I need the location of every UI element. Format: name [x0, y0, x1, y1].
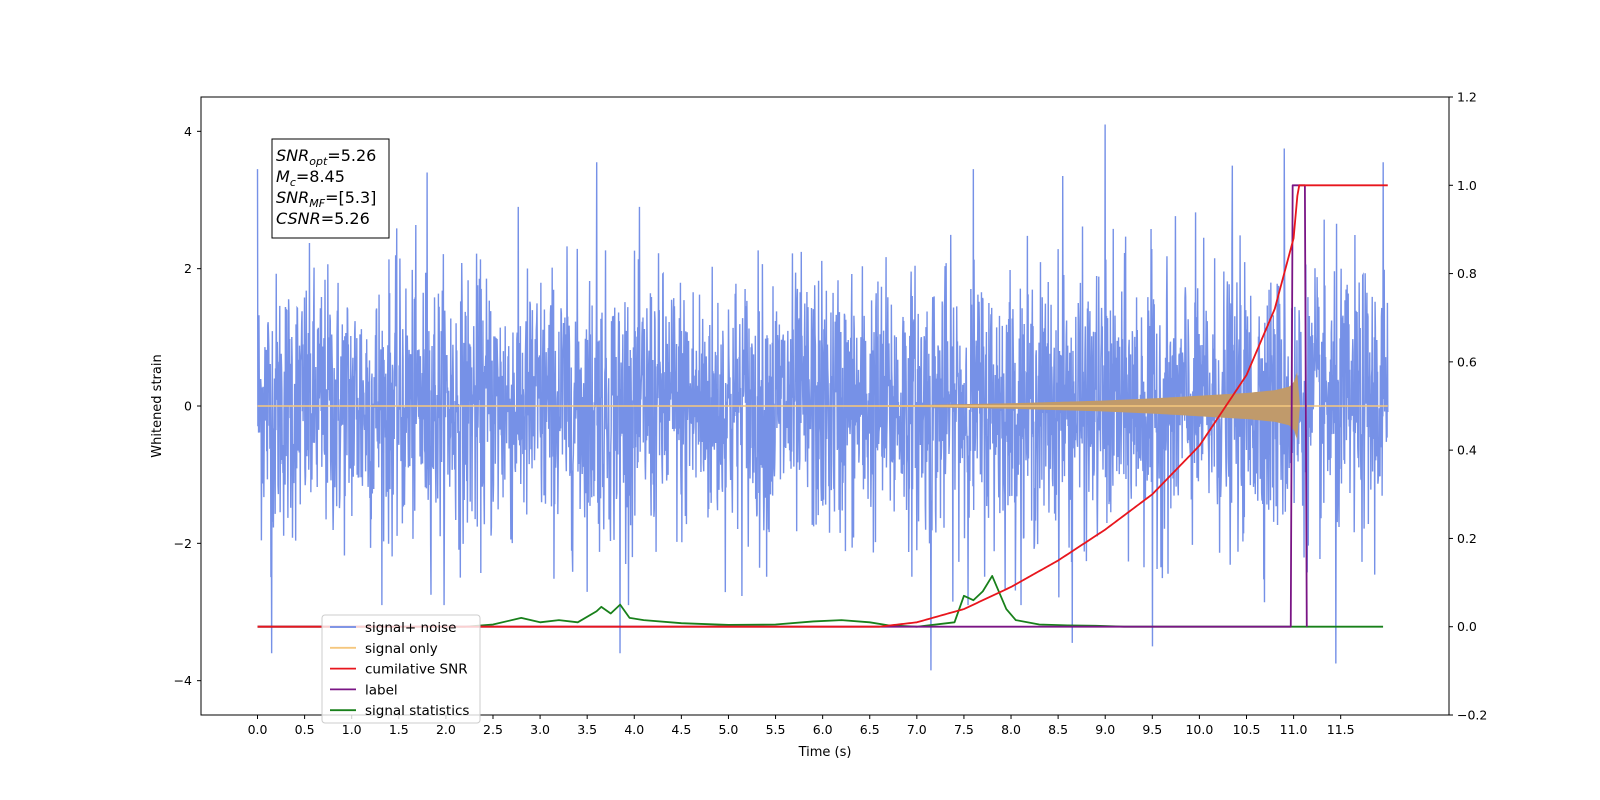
y-tick-label: −4 — [174, 673, 192, 688]
x-tick-label: 1.0 — [342, 722, 362, 737]
x-tick-label: 7.0 — [907, 722, 927, 737]
y2-tick-label: 0.6 — [1457, 354, 1477, 369]
x-tick-label: 5.5 — [766, 722, 786, 737]
label-series — [257, 184, 1308, 628]
x-tick-label: 4.0 — [624, 722, 644, 737]
x-axis-label: Time (s) — [798, 745, 852, 760]
x-tick-label: 10.5 — [1233, 722, 1261, 737]
plot-area — [256, 124, 1389, 671]
y-tick-label: 4 — [184, 124, 192, 139]
x-tick-label: 6.0 — [813, 722, 833, 737]
y2-tick-label: −0.2 — [1457, 708, 1487, 723]
annotation-line: CSNR — [276, 209, 321, 228]
y2-tick-label: 0.4 — [1457, 443, 1477, 458]
y2-tick-label: 0.0 — [1457, 619, 1477, 634]
annotation-text: SNRopt=5.26 Mc=8.45 SNRMF=[5.3] CSNR=5.26 — [276, 146, 376, 228]
x-tick-label: 0.0 — [248, 722, 268, 737]
annotation-frame — [271, 138, 390, 239]
legend-label: cumilative SNR — [365, 662, 468, 678]
legend-label: signal+ noise — [365, 620, 456, 636]
y2-tick-label: 0.8 — [1457, 266, 1477, 281]
stats-annotation-box: SNRopt=5.26 Mc=8.45 SNRMF=[5.3] CSNR=5.26 — [271, 138, 390, 239]
x-axis: 0.0 0.5 1.0 1.5 2.0 2.5 3.0 3.5 4.0 4.5 5.0 5.5 6.0 6… — [248, 715, 1355, 737]
x-tick-label: 3.5 — [577, 722, 597, 737]
label-line — [257, 184, 1308, 628]
y2-tick-label: 1.2 — [1457, 90, 1477, 105]
x-tick-label: 7.5 — [954, 722, 974, 737]
y2-tick-label: 0.2 — [1457, 531, 1477, 546]
legend-label: label — [365, 682, 398, 698]
y-tick-label: −2 — [174, 536, 192, 551]
legend: signal+ noise signal only cumilative SNR la… — [321, 614, 481, 724]
signal-statistics-series — [257, 575, 1384, 628]
legend-label: signal only — [365, 641, 438, 657]
x-tick-label: 9.5 — [1142, 722, 1162, 737]
annotation-line: M — [276, 167, 290, 186]
x-tick-label: 3.0 — [530, 722, 550, 737]
y-axis-left: 4 2 0 −2 −4 — [174, 124, 201, 688]
x-tick-label: 9.0 — [1095, 722, 1115, 737]
y-tick-label: 2 — [184, 261, 192, 276]
x-tick-label: 8.0 — [1001, 722, 1021, 737]
annotation-line: SNR — [276, 146, 309, 165]
legend-frame — [321, 614, 481, 724]
signal-statistics-line — [257, 575, 1384, 628]
x-tick-label: 10.0 — [1185, 722, 1213, 737]
x-tick-label: 2.0 — [436, 722, 456, 737]
y-axis-right: 1.2 1.0 0.8 0.6 0.4 0.2 0.0 −0.2 — [1449, 90, 1487, 723]
annotation-line: SNR — [276, 188, 309, 207]
x-tick-label: 4.5 — [671, 722, 691, 737]
x-tick-label: 1.5 — [389, 722, 409, 737]
x-tick-label: 11.5 — [1327, 722, 1355, 737]
signal-only-series — [257, 371, 1388, 441]
legend-label: signal statistics — [365, 703, 469, 719]
y-tick-label: 0 — [184, 399, 192, 414]
x-tick-label: 0.5 — [295, 722, 315, 737]
x-tick-label: 8.5 — [1048, 722, 1068, 737]
y2-tick-label: 1.0 — [1457, 178, 1477, 193]
x-tick-label: 5.0 — [719, 722, 739, 737]
x-tick-label: 6.5 — [860, 722, 880, 737]
x-tick-label: 2.5 — [483, 722, 503, 737]
x-tick-label: 11.0 — [1280, 722, 1308, 737]
y-axis-label: Whitened strain — [150, 354, 165, 457]
